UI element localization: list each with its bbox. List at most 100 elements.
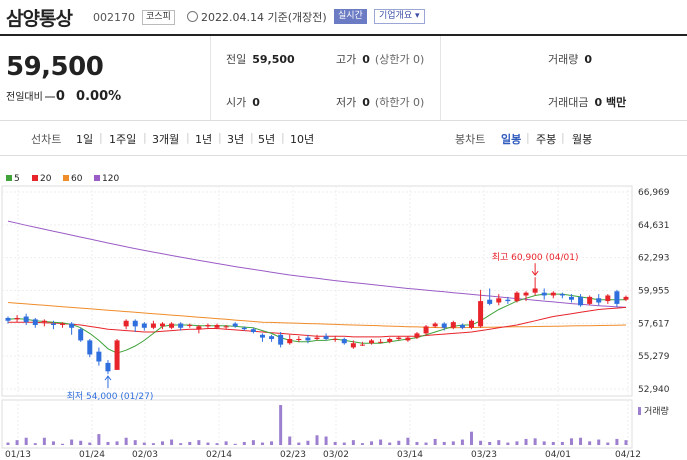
period-1d[interactable]: 1일 <box>76 133 94 146</box>
volume-bar <box>24 437 28 445</box>
y-tick-label: 52,940 <box>638 385 670 395</box>
realtime-button[interactable]: 실시간 <box>334 9 367 24</box>
candle-body <box>232 323 238 327</box>
candle-body <box>523 292 529 296</box>
candle-body <box>241 327 247 330</box>
candle-body <box>478 301 484 327</box>
legend-ma20: 20 <box>32 174 51 184</box>
company-info-dropdown[interactable]: 기업개요 ▾ <box>374 9 425 24</box>
candle-body <box>69 323 75 328</box>
volume-bar <box>615 438 619 445</box>
candle-body <box>14 317 20 320</box>
volume-bar <box>333 441 337 445</box>
volume-legend-swatch <box>638 407 641 415</box>
volume-bar <box>288 436 292 445</box>
candle-body <box>450 322 456 328</box>
volume-bar <box>415 441 419 445</box>
candle-body <box>250 329 256 332</box>
volume-bar <box>61 443 65 445</box>
candle-daily[interactable]: 일봉 <box>501 133 522 146</box>
stock-code: 002170 <box>93 11 135 24</box>
x-tick-label: 04/01 <box>545 450 571 460</box>
y-tick-label: 62,293 <box>638 254 670 264</box>
volume-bar <box>106 441 110 445</box>
volume-bar <box>97 434 101 445</box>
candle-body <box>305 337 311 341</box>
candle-body <box>332 339 338 341</box>
volume-bar <box>460 439 464 445</box>
volume-bar <box>170 439 174 445</box>
candle-body <box>596 298 602 303</box>
volume-bar <box>360 443 364 445</box>
candle-body <box>550 292 556 296</box>
candle-body <box>423 326 429 334</box>
candle-body <box>623 296 629 300</box>
candle-body <box>350 343 356 348</box>
candle-body <box>359 344 365 346</box>
volume-bar <box>233 443 237 445</box>
period-3y[interactable]: 3년 <box>227 133 245 146</box>
volume-bar <box>197 440 201 445</box>
ma60-line <box>7 302 627 329</box>
volume-bar <box>79 440 83 445</box>
candle-body <box>41 320 47 323</box>
prev-close-cell: 전일 59,500 <box>226 53 295 66</box>
candle-monthly[interactable]: 월봉 <box>572 133 593 146</box>
candle-body <box>5 317 11 321</box>
y-tick-label: 59,955 <box>638 287 670 297</box>
x-tick-label: 03/23 <box>471 450 497 460</box>
volume-bar <box>470 431 473 445</box>
period-1y[interactable]: 1년 <box>195 133 213 146</box>
period-3m[interactable]: 3개월 <box>152 133 180 146</box>
x-tick-label: 04/12 <box>615 450 641 460</box>
volume-bar <box>515 441 519 445</box>
candle-body <box>178 323 184 328</box>
candle-body <box>369 340 375 344</box>
candle-body <box>441 323 447 328</box>
volume-bar <box>188 441 192 445</box>
period-1w[interactable]: 1주일 <box>109 133 137 146</box>
period-5y[interactable]: 5년 <box>258 133 276 146</box>
volume-bar <box>624 440 628 445</box>
candle-body <box>78 329 84 341</box>
volume-bar <box>242 441 246 445</box>
volume-bar <box>579 437 583 445</box>
volume-legend-label: 거래량 <box>644 405 669 417</box>
x-tick-label: 02/14 <box>206 450 232 460</box>
volume-bar <box>433 438 437 445</box>
candle-body <box>150 323 156 328</box>
change-label: 전일대비 <box>6 92 43 103</box>
volume-bar <box>379 439 383 445</box>
y-tick-label: 55,279 <box>638 352 670 362</box>
volume-bar <box>179 443 183 445</box>
candle-body <box>496 298 502 303</box>
period-10y[interactable]: 10년 <box>290 133 315 146</box>
candle-body <box>396 337 402 340</box>
candle-weekly[interactable]: 주봉 <box>536 133 557 146</box>
x-tick-label: 03/02 <box>323 450 349 460</box>
volume-bar <box>533 438 537 445</box>
candle-body <box>223 326 229 328</box>
volume-bar <box>142 442 146 445</box>
volume-bar <box>306 440 310 445</box>
volume-bar <box>506 442 510 445</box>
candle-body <box>614 291 620 304</box>
candle-body <box>87 340 93 355</box>
volume-frame <box>1 399 633 449</box>
volume-bar <box>124 437 128 445</box>
candle-body <box>141 323 147 328</box>
volume-bar <box>342 442 346 445</box>
low-cell: 저가 0 (하한가 0) <box>336 96 425 109</box>
volume-bar <box>15 440 19 445</box>
candle-body <box>169 323 175 328</box>
candle-body <box>541 292 547 296</box>
chart-nav: 선차트 1일 | 1주일 | 3개월 | 1년 | 3년 | 5년 | 10년 … <box>0 121 687 156</box>
candle-body <box>96 351 102 362</box>
change-pct: 0.00% <box>76 89 122 104</box>
change-value: 0 <box>55 89 65 104</box>
candle-body <box>405 337 411 341</box>
candle-body <box>469 320 474 328</box>
volume-bar <box>279 405 283 445</box>
volume-bar <box>406 437 410 445</box>
candle-body <box>587 296 593 304</box>
